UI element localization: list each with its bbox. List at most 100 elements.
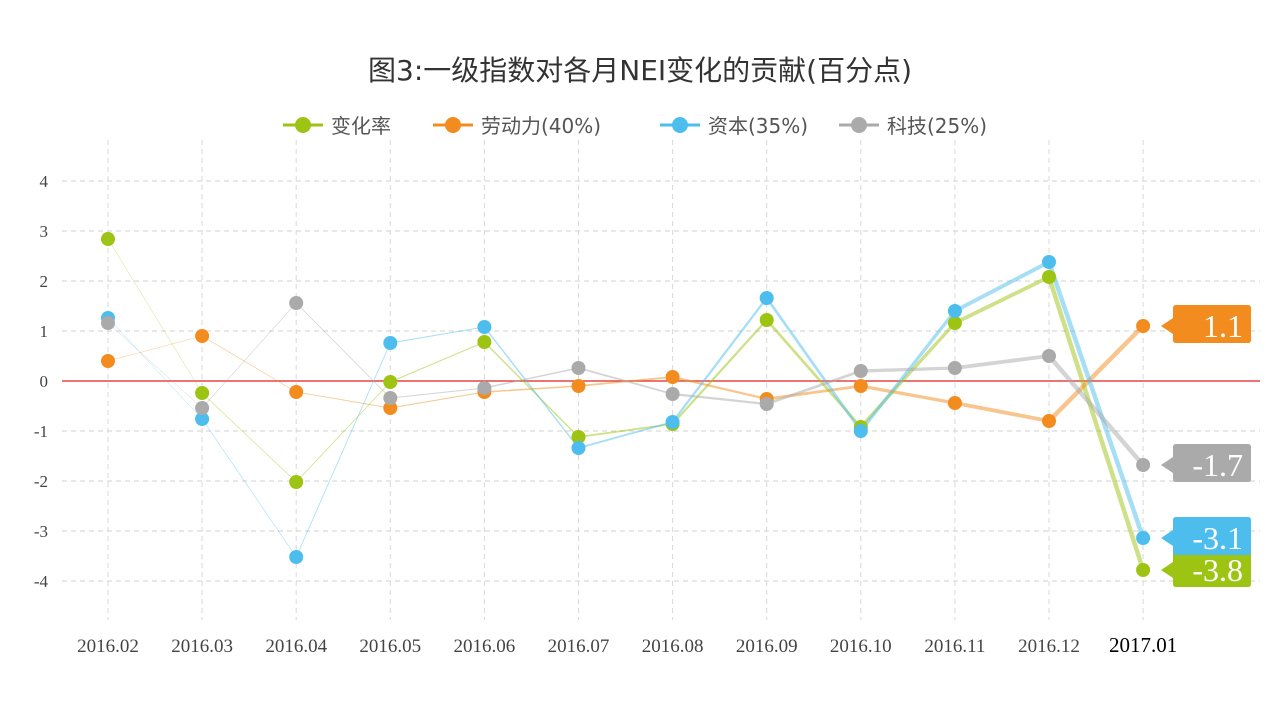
y-tick-label: 4 (40, 172, 49, 191)
data-point (289, 475, 304, 489)
end-labels: -3.8 1.1 -3.1 -1.7 (1161, 305, 1251, 588)
data-point (101, 354, 115, 368)
legend-label: 科技(25%) (887, 114, 987, 138)
axes: 4 3 2 1 0 -1 -2 -3 -4 2016.02 2016.03 2016.04 2016.0… (34, 172, 1260, 657)
series-segment (1046, 274, 1146, 573)
series-segment (107, 317, 203, 420)
data-point (759, 397, 774, 411)
data-point (571, 379, 586, 393)
data-point (1042, 349, 1056, 363)
x-tick-label: 2016.02 (77, 636, 139, 657)
end-label-text: -3.8 (1192, 552, 1243, 588)
data-point (195, 412, 210, 426)
y-tick-label: 1 (40, 322, 49, 341)
series-segment (107, 335, 203, 362)
data-point (195, 329, 210, 343)
x-tick-label: 2016.11 (924, 636, 985, 657)
series-segment (952, 401, 1051, 423)
data-point (1136, 531, 1151, 545)
x-tick-label: 2016.03 (171, 636, 233, 657)
x-tick-label: 2017.01 (1109, 633, 1177, 657)
data-point (477, 335, 492, 349)
legend-label: 劳动力(40%) (481, 114, 601, 138)
series-segment (107, 238, 203, 394)
data-point (853, 424, 868, 438)
series-segment (295, 342, 391, 558)
data-point (383, 375, 398, 389)
data-point (289, 550, 304, 564)
data-point (1042, 270, 1056, 284)
x-tick-label: 2016.09 (736, 636, 798, 657)
series-segment (201, 302, 297, 409)
series-segment (952, 260, 1051, 313)
end-label-box (1161, 549, 1251, 587)
series-segment (765, 296, 863, 433)
data-point (289, 296, 304, 310)
series-segment (483, 367, 580, 389)
end-label-box (1161, 517, 1251, 555)
data-point (1136, 458, 1151, 472)
y-tick-label: -1 (34, 422, 48, 441)
series-segment (389, 341, 485, 383)
data-point (195, 386, 210, 400)
series-segment (671, 318, 768, 426)
series-segment (295, 302, 391, 399)
series-segment (389, 391, 485, 409)
legend-marker (445, 117, 461, 133)
y-tick-label: -3 (34, 522, 48, 541)
y-tick-label: 2 (40, 272, 49, 291)
series-segment (201, 335, 297, 393)
series-segment (577, 421, 674, 449)
y-tick-label: -2 (34, 472, 48, 491)
data-point (1136, 563, 1151, 577)
legend-marker (672, 117, 688, 133)
legend-marker (295, 117, 311, 133)
series-segment (859, 366, 957, 373)
x-tick-label: 2016.12 (1018, 636, 1080, 657)
data-point (947, 361, 962, 375)
series-segment (952, 275, 1051, 325)
legend-label: 变化率 (331, 114, 391, 138)
series-segment (483, 385, 580, 393)
series-segment (1046, 323, 1146, 424)
series-segment (389, 387, 485, 399)
x-tick-label: 2016.05 (359, 636, 421, 657)
legend-label: 资本(35%) (708, 114, 808, 138)
series-segment (859, 384, 957, 405)
x-tick-label: 2016.06 (454, 636, 516, 657)
data-point (477, 381, 492, 395)
series-segment (671, 392, 768, 406)
data-point (947, 396, 962, 410)
data-point (383, 401, 398, 415)
data-point (571, 430, 586, 444)
series-segment (671, 375, 768, 401)
data-point (759, 291, 774, 305)
series-points (101, 232, 1151, 577)
data-point (665, 387, 680, 401)
legend: 变化率 劳动力(40%) 资本(35%) 科技(25%) (283, 114, 987, 138)
data-point (101, 316, 115, 330)
end-label-box (1161, 305, 1251, 343)
data-point (477, 320, 492, 334)
series-segment (1046, 353, 1146, 468)
series-segment (765, 384, 863, 401)
data-point (853, 364, 868, 378)
end-label-text: 1.1 (1203, 308, 1243, 344)
series-segment (1046, 259, 1146, 541)
x-tick-label: 2016.10 (830, 636, 892, 657)
data-point (853, 379, 868, 393)
series-segment (952, 354, 1051, 370)
data-point (947, 316, 962, 330)
series-segment (389, 326, 485, 344)
data-point (1136, 319, 1151, 333)
series-segment (201, 392, 297, 483)
end-label-text: -3.1 (1192, 520, 1243, 556)
chart-title: 图3:一级指数对各月NEI变化的贡献(百分点) (368, 54, 912, 87)
data-point (1042, 255, 1056, 269)
series-segment (671, 296, 768, 424)
data-point (571, 361, 586, 375)
end-label-text: -1.7 (1192, 447, 1243, 483)
data-point (665, 415, 680, 429)
series-segment (201, 418, 297, 558)
